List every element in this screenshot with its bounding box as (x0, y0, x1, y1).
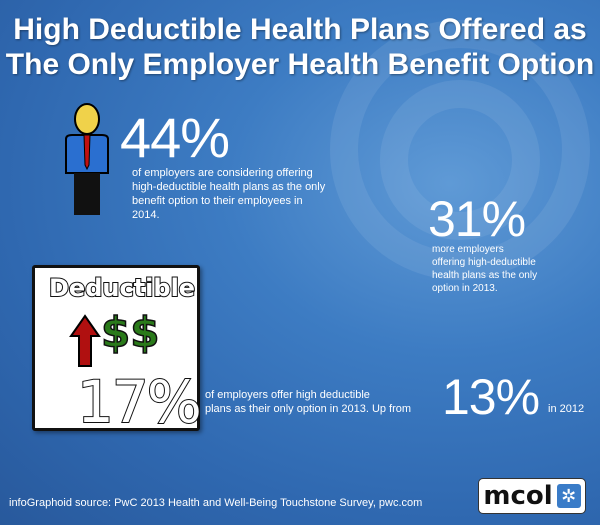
page-title: High Deductible Health Plans Offered as … (0, 12, 600, 82)
stat-44-value: 44% (120, 106, 230, 169)
text-line: more employers (432, 244, 504, 255)
title-line-2: The Only Employer Health Benefit Option (5, 48, 595, 81)
text-line: 2014. (132, 209, 160, 221)
text-line: benefit option to their employees in (132, 195, 303, 207)
mcol-logo[interactable]: mcol ✲ (478, 478, 586, 514)
text-line: offering high-deductible (432, 257, 536, 268)
text-line: of employers are considering offering (132, 167, 313, 179)
title-line-1: High Deductible Health Plans Offered as (13, 13, 587, 46)
source-footer: infoGraphoid source: PwC 2013 Health and… (9, 497, 423, 509)
stat-31-value: 31% (428, 191, 526, 247)
dollar-icon: $$ (100, 307, 160, 358)
arrow-up-icon (69, 314, 101, 367)
stat-17-description: of employers offer high deductible plans… (205, 388, 437, 416)
deductible-box: Deductible $$ 17% (32, 265, 203, 437)
text-line: high-deductible health plans as the only (132, 181, 326, 193)
stat-13-suffix: in 2012 (548, 403, 585, 415)
businessman-icon (65, 103, 109, 215)
stat-44-description: of employers are considering offering hi… (132, 166, 402, 222)
text-line: option in 2013. (432, 283, 498, 294)
pinwheel-icon: ✲ (556, 484, 581, 508)
text-line: plans as their only option in 2013. Up f… (205, 403, 412, 415)
text-line: health plans as the only (432, 270, 538, 281)
text-line: of employers offer high deductible (205, 389, 370, 401)
deductible-label: Deductible (48, 273, 196, 303)
logo-text: mcol (483, 481, 553, 511)
stat-17-value: 17% (76, 367, 203, 437)
stat-31-description: more employers offering high-deductible … (432, 243, 582, 295)
stat-13-value: 13% (442, 369, 540, 425)
